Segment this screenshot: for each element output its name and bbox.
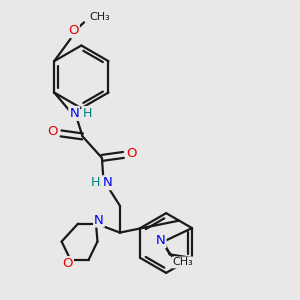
Text: O: O	[68, 24, 79, 37]
Text: CH₃: CH₃	[89, 12, 110, 22]
Text: O: O	[127, 147, 137, 160]
Text: H: H	[90, 176, 100, 189]
Text: O: O	[47, 125, 58, 138]
Text: CH₃: CH₃	[173, 257, 194, 267]
Text: O: O	[62, 257, 73, 270]
Text: N: N	[156, 234, 166, 248]
Text: N: N	[94, 214, 104, 226]
Text: N: N	[103, 176, 113, 189]
Text: H: H	[82, 107, 92, 120]
Text: N: N	[69, 107, 79, 120]
